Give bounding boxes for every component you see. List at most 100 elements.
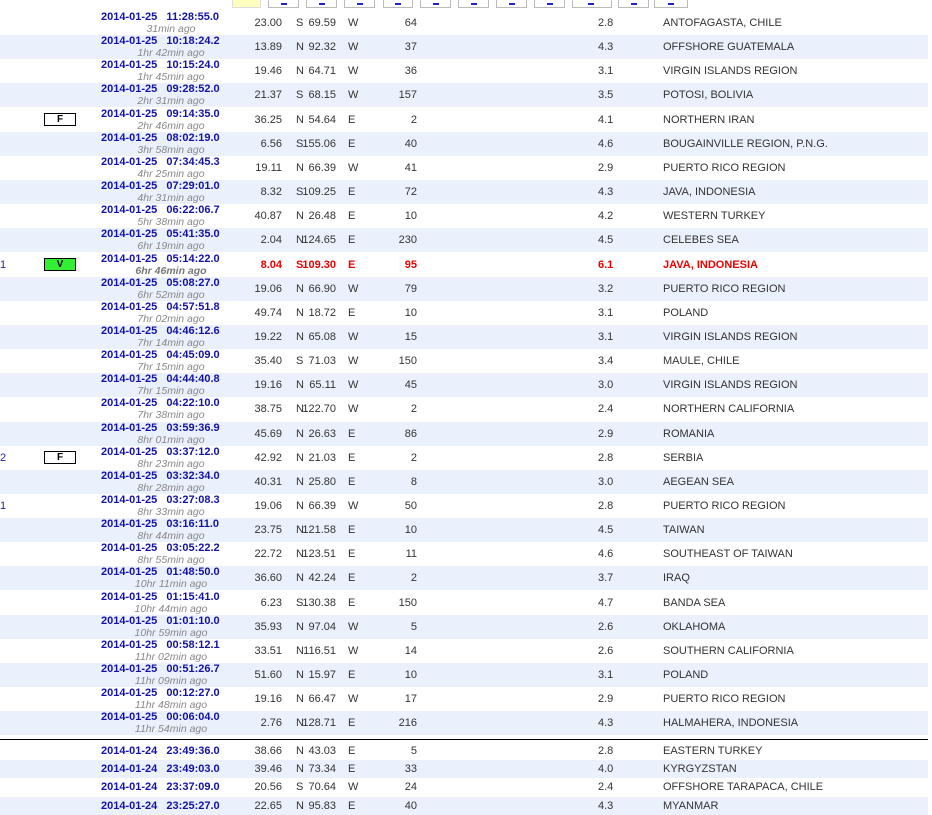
- table-row[interactable]: 2014-01-25 01:48:50.0 10hr 11min ago 36.60…: [0, 566, 928, 591]
- table-row[interactable]: 2014-01-25 08:02:19.0 3hr 58min ago 6.56 S 1…: [0, 131, 928, 156]
- event-datetime-link[interactable]: 2014-01-25 00:12:27.0: [101, 687, 220, 700]
- longitude: 124.65: [302, 234, 336, 247]
- sort-button[interactable]: [268, 0, 299, 8]
- event-datetime-link[interactable]: 2014-01-25 07:34:45.3: [101, 155, 220, 168]
- table-row[interactable]: 2014-01-25 05:41:35.0 6hr 19min ago 2.04 N 1…: [0, 228, 928, 253]
- event-count-link[interactable]: 1: [0, 258, 7, 271]
- event-datetime-link[interactable]: 2014-01-24 23:49:03.0: [101, 763, 220, 776]
- event-datetime-link[interactable]: 2014-01-25 03:37:12.0: [101, 445, 220, 458]
- felt-report-badge[interactable]: F: [44, 112, 76, 126]
- table-row[interactable]: 2014-01-25 07:29:01.0 4hr 31min ago 8.32 S 1…: [0, 180, 928, 205]
- event-datetime-link[interactable]: 2014-01-25 03:16:11.0: [101, 518, 220, 531]
- table-row[interactable]: 2014-01-24 23:37:09.0 20.56 S 70.64 W 24 2.4 OF…: [0, 778, 928, 796]
- event-datetime-link[interactable]: 2014-01-25 04:46:12.6: [101, 324, 220, 337]
- event-count-link[interactable]: 1: [0, 500, 7, 512]
- table-row[interactable]: V 1 2014-01-25 05:14:22.0 6hr 46min ago 8.04…: [0, 253, 928, 277]
- sort-button[interactable]: [383, 0, 413, 8]
- event-datetime-link[interactable]: 2014-01-25 08:02:19.0: [101, 131, 220, 144]
- longitude-hemisphere: W: [348, 500, 359, 512]
- table-row[interactable]: 2014-01-25 03:16:11.0 8hr 44min ago 23.75 N…: [0, 518, 928, 543]
- table-row[interactable]: 2014-01-25 09:28:52.0 2hr 31min ago 21.37 S…: [0, 83, 928, 108]
- longitude-hemisphere: W: [348, 41, 359, 54]
- event-datetime-link[interactable]: 2014-01-25 00:58:12.1: [101, 638, 220, 651]
- event-datetime-link[interactable]: 2014-01-25 05:14:22.0: [101, 252, 220, 265]
- sort-button[interactable]: [654, 0, 688, 8]
- longitude-hemisphere: E: [348, 572, 356, 585]
- table-row[interactable]: 2014-01-25 03:32:34.0 8hr 28min ago 40.31 N…: [0, 469, 928, 494]
- table-row[interactable]: 2014-01-25 05:08:27.0 6hr 52min ago 19.06 N…: [0, 276, 928, 301]
- table-row[interactable]: 2014-01-25 03:59:36.9 8hr 01min ago 45.69 N…: [0, 421, 928, 446]
- time-ago: 7hr 02min ago: [137, 312, 205, 325]
- table-row[interactable]: 2014-01-25 00:12:27.0 11hr 48min ago 19.16…: [0, 687, 928, 711]
- event-datetime-link[interactable]: 2014-01-25 00:06:04.0: [101, 711, 220, 724]
- latitude: 38.75: [254, 403, 282, 416]
- event-datetime-link[interactable]: 2014-01-25 10:15:24.0: [101, 59, 220, 72]
- table-row[interactable]: 2014-01-25 10:18:24.2 1hr 42min ago 13.89 N…: [0, 35, 928, 60]
- magnitude: 3.1: [598, 65, 614, 78]
- event-datetime-link[interactable]: 2014-01-25 04:44:40.8: [101, 373, 220, 386]
- latitude-hemisphere: N: [296, 524, 304, 537]
- table-row[interactable]: 2014-01-25 00:58:12.1 11hr 02min ago 33.51…: [0, 639, 928, 663]
- table-row[interactable]: 2014-01-25 01:15:41.0 10hr 44min ago 6.23 S…: [0, 591, 928, 615]
- event-datetime-link[interactable]: 2014-01-25 01:15:41.0: [101, 590, 220, 603]
- event-datetime-link[interactable]: 2014-01-24 23:25:27.0: [101, 799, 220, 812]
- table-row[interactable]: F 2 2014-01-25 03:37:12.0 8hr 23min ago 42.9…: [0, 446, 928, 470]
- event-datetime-link[interactable]: 2014-01-25 06:22:06.7: [101, 204, 220, 217]
- sort-button[interactable]: [496, 0, 527, 8]
- table-row[interactable]: 2014-01-25 04:44:40.8 7hr 15min ago 19.16 N…: [0, 373, 928, 398]
- sort-button[interactable]: [420, 0, 451, 8]
- table-row[interactable]: 2014-01-25 04:45:09.0 7hr 15min ago 35.40 S…: [0, 349, 928, 373]
- event-datetime-link[interactable]: 2014-01-24 23:37:09.0: [101, 781, 220, 794]
- event-datetime-link[interactable]: 2014-01-25 04:57:51.8: [101, 300, 220, 313]
- sort-button[interactable]: [618, 0, 649, 8]
- table-row[interactable]: 2014-01-25 07:34:45.3 4hr 25min ago 19.11 N…: [0, 156, 928, 180]
- event-count-link[interactable]: 2: [0, 451, 7, 464]
- latitude-hemisphere: N: [296, 799, 304, 812]
- event-datetime-link[interactable]: 2014-01-24 23:49:36.0: [101, 745, 220, 757]
- sort-button[interactable]: [458, 0, 489, 8]
- table-row[interactable]: 2014-01-25 00:06:04.0 11hr 54min ago 2.76 N…: [0, 711, 928, 736]
- depth-km: 8: [410, 475, 417, 488]
- event-datetime-link[interactable]: 2014-01-25 05:41:35.0: [101, 228, 220, 241]
- sort-button[interactable]: [572, 0, 612, 8]
- felt-report-badge[interactable]: F: [44, 450, 76, 464]
- table-row[interactable]: 2014-01-24 23:49:36.0 38.66 N 43.03 E 5 2.8 EAS…: [0, 742, 928, 760]
- sort-button[interactable]: [232, 0, 261, 8]
- event-datetime-link[interactable]: 2014-01-25 05:08:27.0: [101, 276, 220, 289]
- table-row[interactable]: 2014-01-25 04:46:12.6 7hr 14min ago 19.22 N…: [0, 324, 928, 349]
- table-row[interactable]: 2014-01-24 23:25:27.0 22.65 N 95.83 E 40 4.3 MY…: [0, 796, 928, 815]
- table-row[interactable]: 2014-01-25 00:51:26.7 11hr 09min ago 51.60…: [0, 663, 928, 688]
- event-datetime-link[interactable]: 2014-01-25 09:28:52.0: [101, 83, 220, 96]
- table-row[interactable]: 2014-01-25 06:22:06.7 5hr 38min ago 40.87 N…: [0, 204, 928, 228]
- table-row[interactable]: 2014-01-25 04:22:10.0 7hr 38min ago 38.75 N…: [0, 397, 928, 421]
- event-datetime-link[interactable]: 2014-01-25 04:22:10.0: [101, 397, 220, 410]
- event-datetime-link[interactable]: 2014-01-25 03:32:34.0: [101, 469, 220, 482]
- event-datetime-link[interactable]: 2014-01-25 01:01:10.0: [101, 614, 220, 627]
- sort-button[interactable]: [344, 0, 375, 8]
- event-datetime-link[interactable]: 2014-01-25 11:28:55.0: [101, 11, 220, 23]
- longitude: 26.48: [308, 210, 336, 223]
- table-row[interactable]: 2014-01-24 23:49:03.0 39.46 N 73.34 E 33 4.0 KY…: [0, 760, 928, 779]
- table-row[interactable]: 1 2014-01-25 03:27:08.3 8hr 33min ago 19.06…: [0, 494, 928, 518]
- event-datetime-link[interactable]: 2014-01-25 10:18:24.2: [101, 35, 220, 48]
- sort-button[interactable]: [534, 0, 565, 8]
- table-row[interactable]: 2014-01-25 04:57:51.8 7hr 02min ago 49.74 N…: [0, 301, 928, 325]
- sort-button[interactable]: [306, 0, 337, 8]
- table-row[interactable]: 2014-01-25 01:01:10.0 10hr 59min ago 35.93…: [0, 614, 928, 639]
- event-datetime-link[interactable]: 2014-01-25 00:51:26.7: [101, 663, 220, 676]
- table-row[interactable]: 2014-01-25 11:28:55.0 31min ago 23.00 S 69.5…: [0, 11, 928, 35]
- event-datetime-link[interactable]: 2014-01-25 07:29:01.0: [101, 180, 220, 193]
- event-datetime-link[interactable]: 2014-01-25 03:05:22.2: [101, 542, 220, 555]
- event-datetime-link[interactable]: 2014-01-25 01:48:50.0: [101, 566, 220, 579]
- event-datetime-link[interactable]: 2014-01-25 04:45:09.0: [101, 349, 220, 362]
- table-row[interactable]: 2014-01-25 03:05:22.2 8hr 55min ago 22.72 N…: [0, 542, 928, 566]
- depth-km: 40: [404, 799, 417, 812]
- region-name: HALMAHERA, INDONESIA: [663, 717, 799, 730]
- event-datetime-link[interactable]: 2014-01-25 09:14:35.0: [101, 107, 220, 120]
- event-datetime-link[interactable]: 2014-01-25 03:27:08.3: [101, 494, 220, 506]
- table-row[interactable]: 2014-01-25 10:15:24.0 1hr 45min ago 19.46 N…: [0, 59, 928, 83]
- table-row[interactable]: F 2014-01-25 09:14:35.0 2hr 46min ago 36.25…: [0, 108, 928, 132]
- felt-report-badge[interactable]: V: [44, 257, 76, 271]
- latitude-hemisphere: N: [296, 644, 304, 657]
- event-datetime-link[interactable]: 2014-01-25 03:59:36.9: [101, 421, 220, 434]
